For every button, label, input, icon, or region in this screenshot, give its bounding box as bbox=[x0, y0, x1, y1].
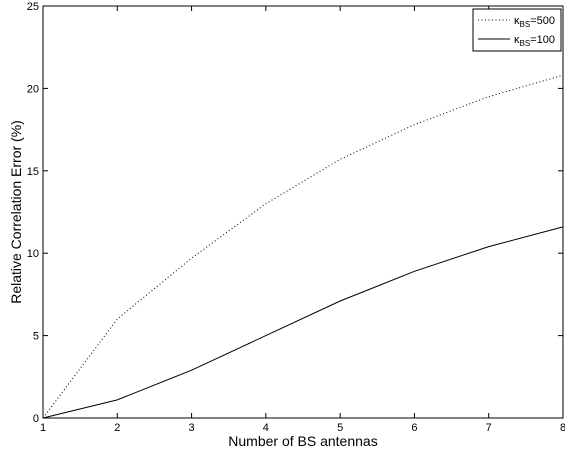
y-axis-label: Relative Correlation Error (%) bbox=[8, 120, 24, 304]
x-tick-label: 8 bbox=[560, 422, 565, 434]
y-tick-label: 5 bbox=[33, 331, 39, 343]
y-tick-label: 15 bbox=[27, 166, 39, 178]
x-tick-label: 4 bbox=[263, 422, 269, 434]
legend: κBS=500 κBS=100 bbox=[472, 8, 562, 52]
plot-area bbox=[42, 5, 564, 419]
x-tick-label: 3 bbox=[189, 422, 195, 434]
x-tick-label: 1 bbox=[40, 422, 46, 434]
x-tick-label: 7 bbox=[486, 422, 492, 434]
y-tick-label: 10 bbox=[27, 248, 39, 260]
x-axis-label: Number of BS antennas bbox=[228, 433, 377, 449]
series-lines bbox=[42, 74, 564, 419]
y-tick-label: 20 bbox=[27, 83, 39, 95]
legend-box bbox=[472, 8, 562, 52]
y-tick-label: 0 bbox=[33, 413, 39, 425]
legend-label-1: κBS=500 bbox=[514, 15, 555, 29]
series-line-2 bbox=[42, 226, 564, 419]
legend-label-2: κBS=100 bbox=[514, 34, 555, 48]
x-tick-label: 2 bbox=[114, 422, 120, 434]
x-tick-label: 6 bbox=[411, 422, 417, 434]
series-line-1 bbox=[42, 74, 564, 419]
x-tick-label: 5 bbox=[337, 422, 343, 434]
axis-ticks: 1 2 3 4 5 6 7 8 0 5 10 15 20 25 bbox=[27, 1, 565, 434]
y-tick-label: 25 bbox=[27, 1, 39, 13]
